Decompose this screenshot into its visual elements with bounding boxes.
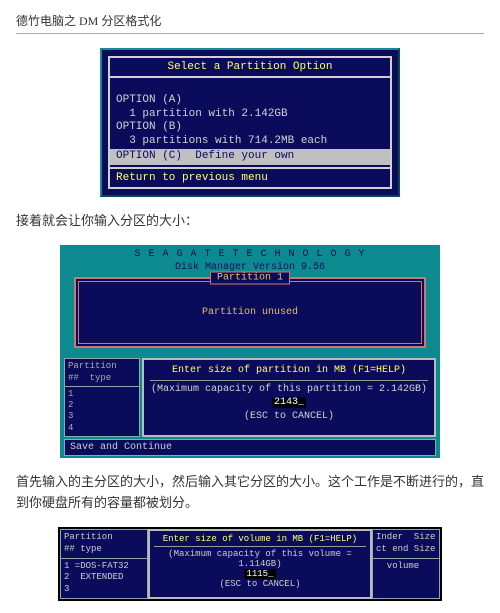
esc-hint: (ESC to CANCEL) <box>150 410 428 424</box>
size-input[interactable]: 2143_ <box>272 397 306 408</box>
option-a[interactable]: OPTION (A) <box>116 94 182 106</box>
vol-max: (Maximum capacity of this volume = 1.114… <box>154 549 366 569</box>
vol-prompt: Enter size of volume in MB (F1=HELP) <box>154 534 366 544</box>
vol-esc-hint: (ESC to CANCEL) <box>154 579 366 589</box>
option-b[interactable]: OPTION (B) <box>116 121 182 133</box>
vol-size-dialog: Enter size of volume in MB (F1=HELP) (Ma… <box>148 529 372 598</box>
option-b-desc: 3 partitions with 714.2MB each <box>116 135 327 147</box>
max-capacity: (Maximum capacity of this partition = 2.… <box>150 383 428 397</box>
page-title: 德竹电脑之 DM 分区格式化 <box>16 12 484 29</box>
vol-input[interactable]: 1115_ <box>244 569 275 579</box>
partition1-label: Partition 1 <box>210 272 290 285</box>
brand-line: S E A G A T E T E C H N O L O G Y <box>60 245 440 262</box>
size-prompt: Enter size of partition in MB (F1=HELP) <box>150 364 428 378</box>
partition1-panel: Partition 1 Partition unused <box>74 277 426 348</box>
vol-right-panel: Inder Size ct end Size volume <box>372 529 440 598</box>
save-continue[interactable]: Save and Continue <box>64 439 436 456</box>
divider <box>16 33 484 34</box>
vol-left-panel: Partition ## type 1 =DOS-FAT32 2 EXTENDE… <box>60 529 148 598</box>
option-a-desc: 1 partition with 2.142GB <box>116 108 288 120</box>
size-entry-dialog: Enter size of partition in MB (F1=HELP) … <box>142 358 436 437</box>
paragraph-2: 首先输入的主分区的大小，然后输入其它分区的大小。这个工作是不断进行的，直到你硬盘… <box>16 472 484 514</box>
partition1-status: Partition unused <box>76 307 424 318</box>
screenshot-disk-manager: S E A G A T E T E C H N O L O G Y Disk M… <box>60 245 440 458</box>
screenshot-partition-option: Select a Partition Option OPTION (A) 1 p… <box>100 48 400 197</box>
dialog-title: Select a Partition Option <box>110 58 390 78</box>
partition-table: Partition ## type 1 2 3 4 <box>64 358 140 437</box>
option-c-selected[interactable]: OPTION (C) Define your own <box>110 149 390 165</box>
paragraph-1: 接着就会让你输入分区的大小： <box>16 211 484 232</box>
return-menu[interactable]: Return to previous menu <box>110 167 390 187</box>
screenshot-volume-size: Partition ## type 1 =DOS-FAT32 2 EXTENDE… <box>58 527 442 600</box>
